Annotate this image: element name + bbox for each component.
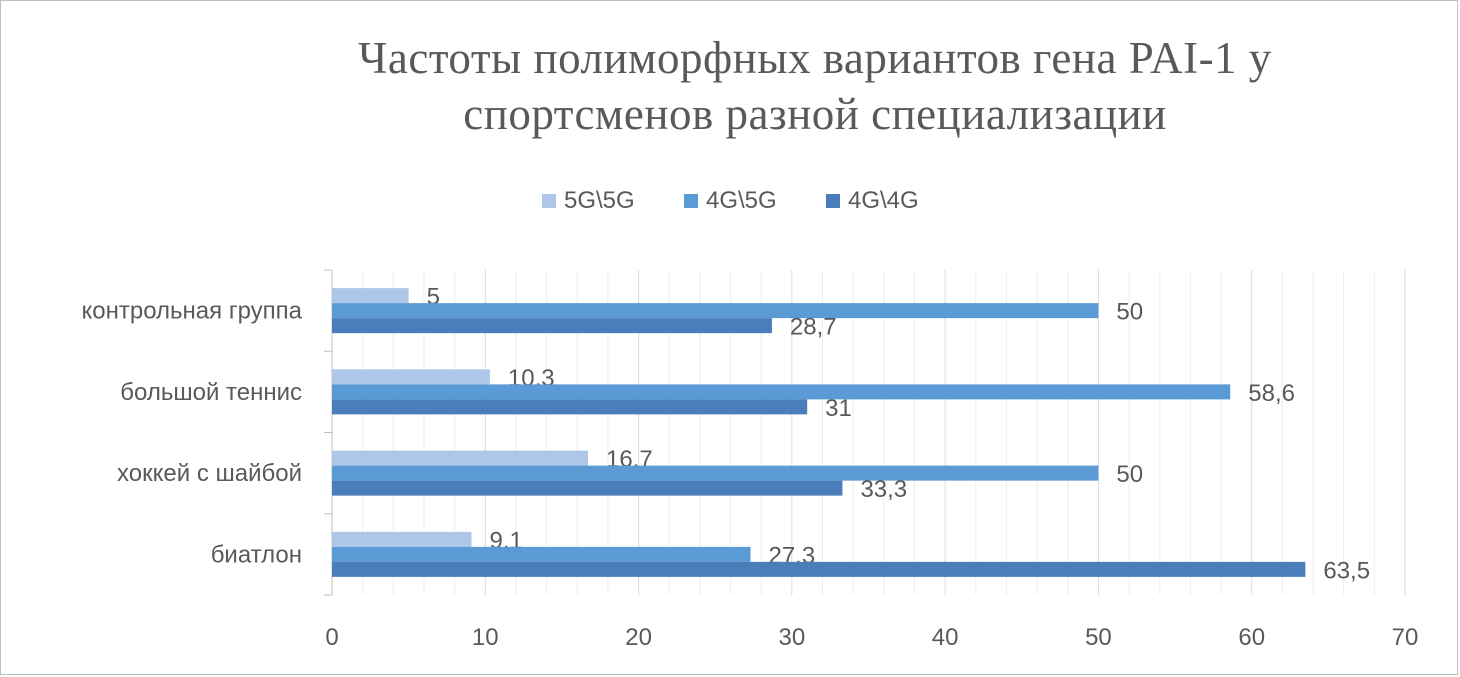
x-tick-label-0: 0 <box>325 624 338 651</box>
bar-s2-c3 <box>332 318 772 334</box>
legend-swatch-4g4g <box>826 194 840 208</box>
x-tick-label-60: 60 <box>1238 624 1265 651</box>
chart-title-line-2: спортсменов разной специализации <box>463 89 1167 139</box>
bar-s1-c3 <box>332 303 1099 319</box>
category-label-0: биатлон <box>211 541 302 568</box>
legend-item-4g5g: 4G\5G <box>684 186 777 216</box>
data-label-s2-c1: 33,3 <box>860 476 907 503</box>
legend-item-5g5g: 5G\5G <box>542 186 635 216</box>
x-tick-label-40: 40 <box>932 624 959 651</box>
bar-s2-c2 <box>332 399 808 415</box>
category-label-1: хоккей с шайбой <box>117 460 302 487</box>
bar-s2-c0 <box>332 561 1306 577</box>
legend-swatch-5g5g <box>542 194 556 208</box>
data-label-s1-c3: 50 <box>1116 299 1143 326</box>
bar-s0-c2 <box>332 369 490 385</box>
bar-s0-c1 <box>332 450 588 466</box>
bar-s1-c0 <box>332 546 751 562</box>
bar-s0-c3 <box>332 288 409 304</box>
legend-label-4g5g: 4G\5G <box>706 187 777 214</box>
bar-s1-c2 <box>332 384 1231 400</box>
category-label-2: большой теннис <box>120 379 302 406</box>
bar-s1-c1 <box>332 465 1099 481</box>
x-tick-label-20: 20 <box>625 624 652 651</box>
data-label-s2-c0: 63,5 <box>1323 557 1370 584</box>
category-label-3: контрольная группа <box>82 298 303 325</box>
x-tick-label-50: 50 <box>1085 624 1112 651</box>
data-label-s2-c2: 31 <box>825 395 852 422</box>
x-tick-label-70: 70 <box>1392 624 1419 651</box>
data-label-s1-c1: 50 <box>1116 461 1143 488</box>
data-label-s1-c2: 58,6 <box>1248 380 1295 407</box>
x-tick-label-30: 30 <box>779 624 806 651</box>
chart-title-line-1: Частоты полиморфных вариантов гена PAI-1… <box>358 33 1272 83</box>
data-label-s2-c3: 28,7 <box>790 314 837 341</box>
bar-s2-c1 <box>332 480 843 496</box>
bar-s0-c0 <box>332 531 472 547</box>
x-tick-label-10: 10 <box>472 624 499 651</box>
legend-label-4g4g: 4G\4G <box>848 187 919 214</box>
legend-label-5g5g: 5G\5G <box>564 187 635 214</box>
chart-title: Частоты полиморфных вариантов гена PAI-1… <box>0 30 1460 142</box>
legend-swatch-4g5g <box>684 194 698 208</box>
legend-item-4g4g: 4G\4G <box>826 186 919 216</box>
chart-legend: 5G\5G 4G\5G 4G\4G <box>0 186 1460 216</box>
